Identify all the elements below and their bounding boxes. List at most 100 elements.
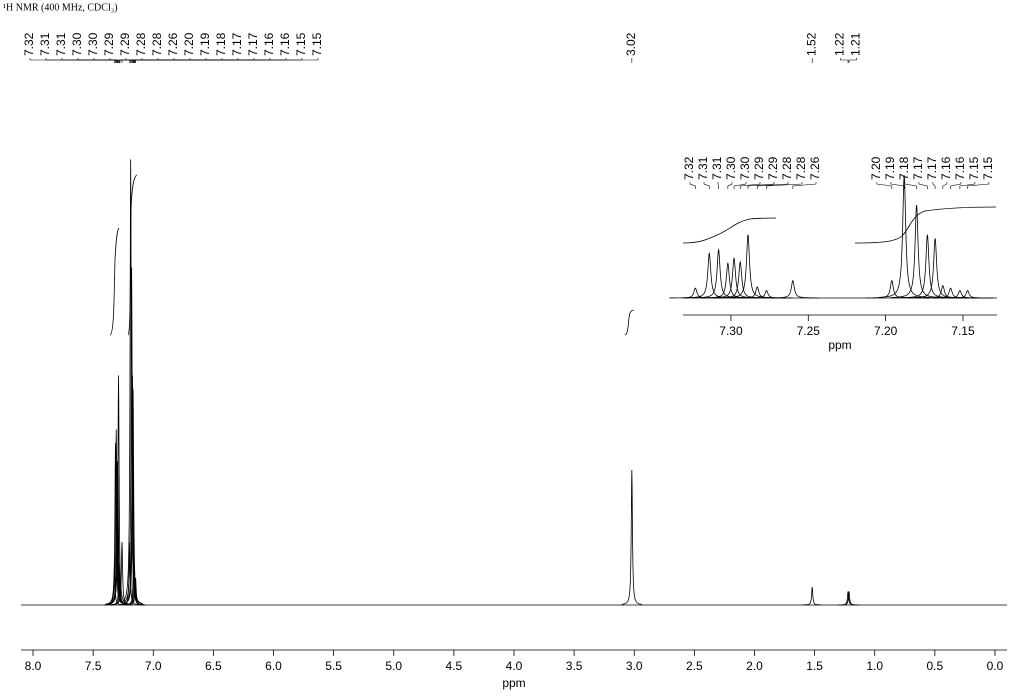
x-tick-label: 7.25	[797, 324, 821, 338]
peak-label-connector	[756, 182, 789, 189]
peak	[731, 286, 784, 299]
peak-label: 7.26	[166, 32, 180, 56]
peak-label: 7.19	[883, 156, 897, 180]
peak-label: 7.15	[981, 156, 995, 180]
x-tick-label: 1.0	[866, 659, 883, 673]
peak	[122, 388, 144, 605]
peak	[890, 204, 943, 298]
peak-label-connector	[876, 182, 893, 189]
peak	[119, 541, 140, 606]
peak-label-connector	[131, 58, 223, 63]
peak	[621, 469, 642, 605]
peak-label-connector	[45, 58, 116, 63]
peak-label: 7.17	[246, 32, 260, 56]
peak-label: 7.20	[869, 156, 883, 180]
peak	[740, 290, 793, 299]
x-tick-label: 7.30	[719, 324, 743, 338]
peak-label: 1.21	[849, 32, 863, 56]
peak-label: 7.30	[86, 32, 100, 56]
x-tick-label: 1.5	[806, 659, 823, 673]
peak-label: 1.52	[804, 32, 818, 56]
peak	[721, 234, 774, 299]
peak-label-connector	[747, 182, 775, 189]
peak-label: 7.31	[696, 156, 710, 180]
peak-label: 7.29	[102, 32, 116, 56]
peak-label-connector	[942, 182, 948, 189]
x-tick-label: 4.0	[506, 659, 523, 673]
peak-label-connector	[840, 58, 849, 63]
peak-label-connector	[119, 58, 159, 63]
integral-curve	[682, 217, 777, 244]
peak-label-connector	[77, 58, 118, 63]
peak-label-connector	[109, 58, 119, 63]
peak-label-connector	[766, 182, 803, 189]
peak-label: 1.22	[833, 32, 847, 56]
x-tick-label: 8.0	[25, 659, 42, 673]
peak-label: 7.29	[766, 156, 780, 180]
peak-label: 7.28	[134, 32, 148, 56]
peak	[901, 234, 954, 299]
peak-label-connector	[61, 58, 117, 63]
peak-label: 3.02	[624, 32, 638, 56]
peak-label-connector	[959, 182, 976, 189]
integral-curve	[624, 309, 635, 336]
peak	[692, 248, 745, 299]
x-tick-label: 3.0	[626, 659, 643, 673]
peak-label: 7.31	[710, 156, 724, 180]
x-tick-label: 6.5	[205, 659, 222, 673]
x-tick-label: 5.0	[385, 659, 402, 673]
peak	[941, 290, 994, 299]
integral-curve	[127, 174, 138, 336]
peak-label-connector	[133, 58, 287, 63]
peak-label: 7.20	[182, 32, 196, 56]
x-axis-label: ppm	[502, 676, 525, 690]
peak-label: 7.32	[682, 156, 696, 180]
peak-label-connector	[29, 58, 115, 63]
x-tick-label: 3.5	[566, 659, 583, 673]
peak-label-connector	[733, 182, 747, 189]
peak	[839, 591, 859, 606]
peak-label: 7.31	[54, 32, 68, 56]
peak-label: 7.16	[262, 32, 276, 56]
peak-label: 7.31	[38, 32, 52, 56]
peak-label-connector	[890, 182, 905, 189]
x-tick-label: 2.5	[686, 659, 703, 673]
x-tick-label: 2.0	[746, 659, 763, 673]
peak	[878, 175, 931, 298]
peak-label: 7.17	[911, 156, 925, 180]
peak-label: 7.19	[198, 32, 212, 56]
peak	[683, 251, 736, 299]
peak-label-connector	[689, 182, 696, 189]
integral-curve	[109, 227, 120, 336]
x-tick-label: 4.5	[446, 659, 463, 673]
peak-label: 7.28	[150, 32, 164, 56]
peak-label-connector	[132, 58, 255, 63]
peak-label: 7.15	[967, 156, 981, 180]
peak	[714, 260, 767, 299]
peak	[766, 279, 819, 299]
peak-label-connector	[717, 182, 719, 189]
peak-label: 7.30	[724, 156, 738, 180]
peak-label-connector	[135, 58, 319, 63]
peak-label-connector	[848, 58, 857, 63]
x-tick-label: 7.5	[85, 659, 102, 673]
peak-label: 7.29	[752, 156, 766, 180]
peak-label: 7.28	[794, 156, 808, 180]
peak-label: 7.18	[897, 156, 911, 180]
x-tick-label: 7.0	[145, 659, 162, 673]
peak-label: 7.17	[925, 156, 939, 180]
integral-curve	[854, 206, 997, 244]
x-tick-label: 0.5	[927, 659, 944, 673]
peak-label-connector	[739, 182, 761, 189]
peak-label-connector	[950, 182, 962, 189]
x-axis-label: ppm	[828, 338, 851, 352]
x-tick-label: 6.0	[265, 659, 282, 673]
peak	[909, 238, 962, 299]
peak-label: 7.32	[22, 32, 36, 56]
peak-label-connector	[918, 182, 928, 189]
peak-label-connector	[792, 182, 817, 189]
peak-label-connector	[727, 182, 733, 189]
peak-label: 7.26	[808, 156, 822, 180]
x-tick-label: 0.0	[987, 659, 1004, 673]
